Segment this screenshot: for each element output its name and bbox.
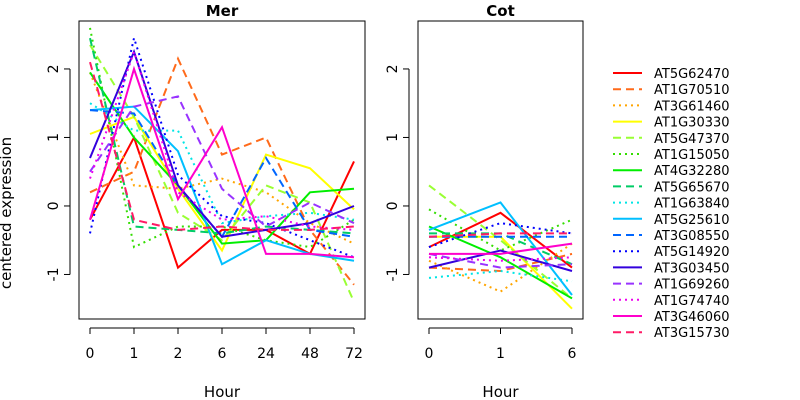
x-axis-label: Hour — [482, 383, 519, 400]
legend-item: AT4G32280 — [613, 164, 730, 179]
x-axis-label: Hour — [204, 383, 241, 400]
legend-label: AT5G47370 — [654, 132, 730, 147]
legend-label: AT1G74740 — [654, 294, 730, 309]
y-axis-label: centered expression — [0, 137, 15, 289]
y-tick-label: 1 — [385, 133, 401, 142]
legend: AT5G62470AT1G70510AT3G61460AT1G30330AT5G… — [613, 67, 730, 341]
y-tick-label: -1 — [46, 267, 62, 281]
panels-layer: Mer 0 1 2 6 24 48 72 Hour -1 0 1 2 Cot 0 1 6 Hour -1 0 1 2 — [46, 2, 584, 400]
series-line-at1g15050 — [89, 27, 355, 249]
legend-label: AT3G15730 — [654, 326, 730, 341]
x-tick-label: 24 — [257, 346, 275, 362]
series-line-at1g69260 — [89, 95, 355, 228]
series-line-at3g46060 — [89, 65, 355, 259]
legend-item: AT1G70510 — [613, 83, 730, 98]
series-line-at3g03450 — [89, 48, 355, 238]
legend-item: AT3G03450 — [613, 261, 730, 276]
legend-item: AT5G62470 — [613, 67, 730, 82]
legend-label: AT3G08550 — [654, 229, 730, 244]
legend-item: AT5G47370 — [613, 132, 730, 147]
x-tick-label: 0 — [86, 346, 95, 362]
legend-item: AT1G74740 — [613, 294, 730, 309]
legend-label: AT1G30330 — [654, 116, 730, 131]
series-line-at5g14920 — [428, 222, 573, 249]
series-line-at1g69260 — [428, 252, 573, 269]
panel-cot: Cot 0 1 6 Hour -1 0 1 2 — [385, 2, 584, 400]
legend-label: AT1G69260 — [654, 278, 730, 293]
series-line-at5g47370 — [428, 184, 573, 300]
series-line-at1g70510 — [428, 252, 573, 273]
x-tick-label: 2 — [174, 346, 183, 362]
series-lines — [428, 184, 573, 310]
series-line-at1g70510 — [89, 56, 355, 286]
series-line-at3g61460 — [428, 242, 573, 293]
x-tick-label: 6 — [218, 346, 227, 362]
legend-item: AT5G65670 — [613, 180, 730, 195]
legend-item: AT1G63840 — [613, 197, 730, 212]
legend-item: AT1G69260 — [613, 278, 730, 293]
y-tick-label: 0 — [385, 202, 401, 211]
legend-item: AT5G25610 — [613, 213, 730, 228]
legend-item: AT5G14920 — [613, 245, 730, 260]
series-line-at4g32280 — [89, 71, 355, 245]
x-tick-label: 72 — [345, 346, 363, 362]
legend-label: AT5G65670 — [654, 180, 730, 195]
legend-label: AT3G46060 — [654, 310, 730, 325]
panel-mer: Mer 0 1 2 6 24 48 72 Hour -1 0 1 2 — [46, 2, 366, 400]
legend-label: AT4G32280 — [654, 164, 730, 179]
y-tick-label: 1 — [46, 133, 62, 142]
legend-item: AT3G46060 — [613, 310, 730, 325]
legend-label: AT1G63840 — [654, 197, 730, 212]
series-line-at3g15730 — [428, 232, 572, 238]
plot-frame — [78, 20, 366, 320]
plot-frame — [417, 20, 584, 320]
x-tick-label: 48 — [301, 346, 319, 362]
series-line-at3g46060 — [429, 242, 573, 255]
legend-item: AT1G15050 — [613, 148, 730, 163]
series-line-at3g03450 — [428, 249, 573, 272]
y-tick-label: 0 — [46, 202, 62, 211]
x-tick-label: 6 — [568, 346, 577, 362]
series-line-at4g32280 — [428, 225, 573, 300]
legend-label: AT5G14920 — [654, 245, 730, 260]
y-tick-label: 2 — [46, 64, 62, 73]
legend-item: AT3G15730 — [613, 326, 730, 341]
series-line-at1g63840 — [428, 269, 573, 283]
series-line-at3g61460 — [89, 72, 355, 245]
x-tick-label: 1 — [130, 346, 139, 362]
series-line-at5g47370 — [89, 44, 355, 303]
series-line-at3g15730 — [89, 61, 355, 231]
panel-title: Cot — [486, 2, 514, 20]
x-tick-label: 1 — [496, 346, 505, 362]
legend-label: AT5G25610 — [654, 213, 730, 228]
legend-label: AT3G61460 — [654, 99, 730, 114]
y-tick-label: -1 — [385, 267, 401, 281]
legend-label: AT5G62470 — [654, 67, 730, 82]
legend-item: AT3G08550 — [613, 229, 730, 244]
series-lines — [89, 27, 355, 303]
series-line-at1g15050 — [428, 208, 573, 252]
legend-label: AT1G15050 — [654, 148, 730, 163]
legend-label: AT1G70510 — [654, 83, 730, 98]
y-tick-label: 2 — [385, 64, 401, 73]
legend-item: AT3G61460 — [613, 99, 730, 114]
series-line-at5g62470 — [428, 211, 573, 269]
x-tick-label: 0 — [425, 346, 434, 362]
panel-title: Mer — [206, 2, 239, 20]
series-line-at5g25610 — [428, 201, 573, 296]
legend-label: AT3G03450 — [654, 261, 730, 276]
legend-item: AT1G30330 — [613, 116, 730, 131]
series-line-at1g63840 — [89, 102, 355, 225]
